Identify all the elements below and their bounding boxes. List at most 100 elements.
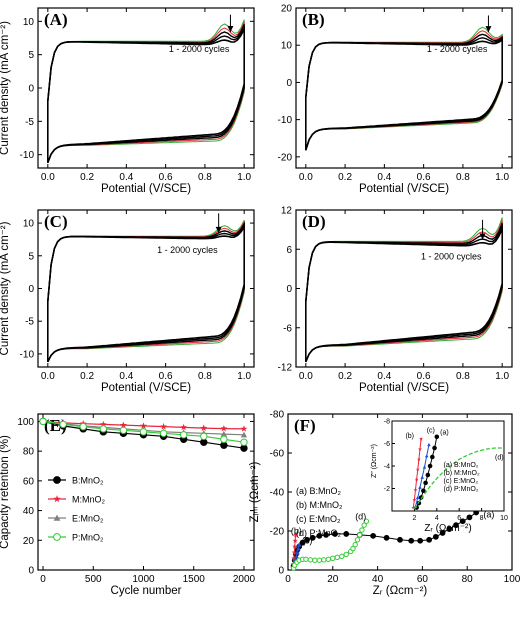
- x-tick-label: 1.0: [495, 172, 509, 183]
- x-tick-label: 0.8: [456, 172, 470, 183]
- y-tick-label: 0: [286, 78, 292, 89]
- data-point: [334, 554, 340, 561]
- y-tick-label: 80: [23, 447, 35, 458]
- x-tick-label: 0.0: [299, 172, 313, 183]
- chart-panel: 0.0 0.2 0.4 0.6 0.8 1.0 -10 -5 0 5 10 Potential (V/…: [0, 7, 255, 195]
- inset-legend-label: (d) P:MnO₂: [444, 486, 479, 493]
- y-tick-label: 5: [28, 50, 34, 61]
- inset-curve: [413, 447, 502, 510]
- x-tick-label: 500: [85, 574, 102, 585]
- x-tick-label: 1.0: [237, 371, 251, 382]
- y-tick-label: 10: [281, 41, 293, 52]
- inset-legend-label: (a) B:MnO₂: [444, 462, 479, 469]
- data-point: [99, 425, 108, 433]
- y-tick-label: 20: [281, 4, 293, 15]
- panel-label: (C): [44, 212, 68, 231]
- x-tick-label: 0.0: [41, 371, 55, 382]
- x-axis-label: Cycle number: [111, 585, 182, 597]
- panel-label: (D): [302, 212, 326, 231]
- data-point: [299, 539, 306, 546]
- legend-label: (d) P:MnO₂: [296, 528, 342, 538]
- data-point: [99, 420, 107, 428]
- chart-panel: 0.0 0.2 0.4 0.6 0.8 1.0 -10 -5 0 5 10 Potential (V/…: [0, 209, 255, 394]
- x-tick-label: 0: [285, 574, 291, 585]
- data-point: [408, 537, 415, 544]
- data-point: [343, 551, 349, 558]
- inset-y-tick-label: -6: [384, 441, 390, 448]
- inset-y-tick-label: -8: [384, 419, 390, 426]
- x-tick-label: 0.6: [417, 371, 431, 382]
- data-point: [370, 532, 377, 539]
- data-point: [453, 522, 459, 529]
- data-point: [434, 434, 440, 440]
- data-point: [220, 435, 228, 443]
- data-point: [220, 430, 228, 437]
- inset-y-tick-label: -2: [384, 486, 390, 493]
- data-point: [363, 518, 370, 524]
- y-tick-label: 40: [23, 506, 35, 517]
- x-tick-label: 0.6: [417, 172, 431, 183]
- data-point: [140, 422, 147, 429]
- data-point: [292, 538, 298, 543]
- data-point: [417, 537, 424, 544]
- data-point: [59, 420, 67, 429]
- x-tick-label: 0.8: [198, 172, 212, 183]
- y-tick-label: -20: [278, 152, 293, 163]
- point-label: (b): [291, 526, 302, 536]
- plot-frame: [295, 7, 513, 169]
- cv-cycle-curve: [47, 224, 245, 363]
- x-tick-label: 0.0: [41, 172, 55, 183]
- x-tick-label: 0.4: [119, 172, 133, 183]
- data-point: [423, 480, 428, 486]
- data-point: [291, 555, 297, 561]
- data-point: [426, 536, 433, 543]
- panel-label: (B): [302, 10, 325, 29]
- y-axis-label: Current density (mA cm⁻²): [0, 221, 11, 355]
- data-point: [354, 537, 361, 543]
- y-tick-label: 10: [23, 219, 35, 230]
- data-point: [200, 424, 208, 432]
- x-tick-label: 0.2: [80, 172, 94, 183]
- y-tick-label: 60: [23, 476, 35, 487]
- data-point: [466, 514, 473, 521]
- x-tick-label: 40: [372, 574, 384, 585]
- point-label: (a): [483, 509, 494, 519]
- y-tick-label: 20: [23, 536, 35, 547]
- data-point: [180, 423, 188, 431]
- panel-label: (A): [44, 10, 68, 29]
- cycle-arrow-head: [215, 226, 222, 233]
- y-tick-label: -6: [283, 323, 292, 334]
- data-point: [427, 442, 431, 447]
- chart-panel: 0.0 0.2 0.4 0.6 0.8 1.0 -20 -10 0 10 20 Potential (…: [278, 4, 513, 195]
- cycle-annotation: 1 - 2000 cycles: [169, 44, 230, 54]
- data-point: [415, 467, 420, 471]
- x-tick-label: 0.8: [198, 371, 212, 382]
- inset-frame: [391, 420, 505, 512]
- x-tick-label: 20: [327, 574, 339, 585]
- cv-cycle-curve: [47, 28, 245, 163]
- x-tick-label: 0.0: [299, 371, 313, 382]
- data-point: [422, 465, 427, 469]
- inset-x-tick-label: 8: [480, 515, 484, 522]
- y-tick-label: 6: [286, 245, 292, 256]
- x-tick-label: 1500: [183, 574, 206, 585]
- data-point: [220, 424, 228, 432]
- x-tick-label: 0.6: [159, 371, 173, 382]
- data-point: [397, 536, 403, 543]
- data-point: [425, 472, 431, 478]
- cycle-annotation: 1 - 2000 cycles: [421, 251, 482, 261]
- data-point: [291, 549, 297, 555]
- data-point: [316, 532, 323, 539]
- y-tick-label: 0: [278, 566, 284, 577]
- data-point: [439, 530, 446, 536]
- legend-label: M:MnO₂: [72, 495, 106, 505]
- data-point: [459, 518, 466, 525]
- cv-cycle-curve: [305, 228, 503, 363]
- data-point: [294, 553, 299, 559]
- y-axis-label: Capacity retention (%): [0, 435, 11, 549]
- data-point: [304, 536, 310, 543]
- inset-y-axis-label: Z″ (Ωcm⁻²): [371, 444, 378, 478]
- data-point: [309, 534, 316, 541]
- y-tick-label: 0: [28, 84, 34, 95]
- panel-label: (E): [44, 416, 67, 435]
